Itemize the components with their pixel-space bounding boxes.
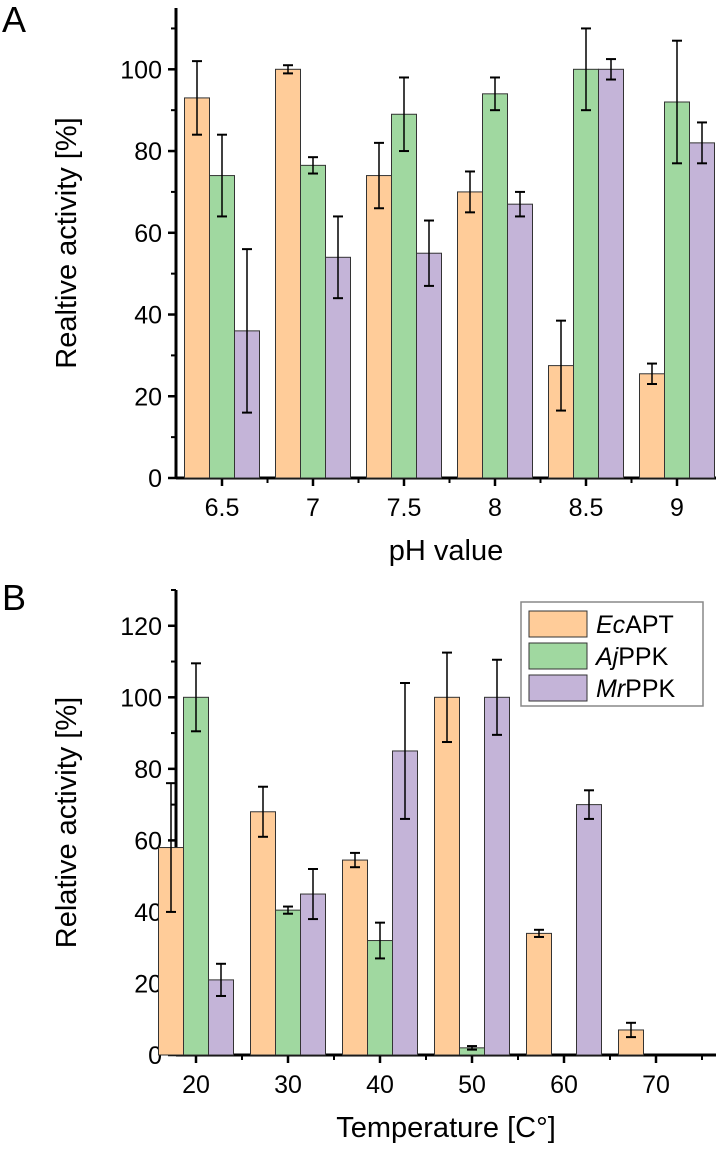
y-tick-label: 80 [134,138,162,166]
x-tick-label: 7.5 [387,494,422,522]
panel-label-b: B [2,577,26,618]
y-tick-label: 120 [120,613,162,641]
y-tick-label: 80 [134,756,162,784]
x-axis-label: pH value [389,535,503,567]
x-axis-label: Temperature [C°] [336,1112,556,1144]
legend-swatch-mrppk [528,674,588,702]
x-tick-label: 60 [550,1071,578,1099]
bar-mrppk [598,68,624,479]
bar-ecapt [639,373,665,479]
legend-swatch-ecapt [528,610,588,638]
legend-swatch-ajppk [528,642,588,670]
chart-a: 0 20 40 60 80 100 6.5 7 7.5 8 8.5 9 pH value Realtive… [51,8,716,567]
legend-label-ecapt: EcAPT [596,611,674,639]
bar-ecapt [275,68,301,479]
bar-ecapt [250,811,276,1056]
y-tick-label: 100 [120,684,162,712]
y-tick-label: 100 [120,56,162,84]
x-tick-label: 30 [274,1071,302,1099]
legend-label-mrppk: MrPPK [596,675,676,703]
x-tick-label: 40 [366,1071,394,1099]
y-axis-label: Relative activity [%] [51,697,83,948]
x-tick-label: 7 [306,494,320,522]
bar-ecapt [366,175,392,479]
bar-ajppk [300,164,326,479]
y-tick-label: 60 [134,220,162,248]
y-axis-label: Realtive activity [%] [51,117,83,368]
bar-mrppk [325,256,351,479]
x-tick-label: 8.5 [569,494,604,522]
bar-ecapt [457,191,483,479]
bar-ajppk [183,696,209,1056]
bar-mrppk [416,252,442,479]
x-tick-label: 70 [642,1071,670,1099]
bar-ajppk [367,940,393,1056]
bar-mrppk [576,804,602,1056]
x-tick-label: 50 [458,1071,486,1099]
bar-ajppk [209,175,235,479]
bar-ajppk [275,909,301,1056]
x-tick-label: 20 [182,1071,210,1099]
legend: EcAPT AjPPK MrPPK [520,601,704,707]
bar-ajppk [482,93,508,479]
bar-ecapt [526,932,552,1056]
y-tick-label: 0 [148,465,162,493]
y-tick-label: 40 [134,899,162,927]
panel-label-a: A [2,0,26,40]
x-tick-label: 6.5 [205,494,240,522]
bar-mrppk [689,142,715,479]
bar-mrppk [484,696,510,1056]
bar-ajppk [664,101,690,479]
y-tick-label: 40 [134,302,162,330]
y-tick-label: 20 [134,970,162,998]
bar-ajppk [573,68,599,479]
bar-ecapt [434,696,460,1056]
y-tick-label: 20 [134,383,162,411]
x-tick-label: 8 [488,494,502,522]
y-tick-label: 60 [134,827,162,855]
bar-ecapt [184,97,210,479]
bar-ecapt [342,859,368,1056]
legend-label-ajppk: AjPPK [594,643,669,671]
x-tick-label: 9 [670,494,684,522]
bar-mrppk [507,203,533,479]
bar-mrppk [300,893,326,1056]
bar-ajppk [391,113,417,479]
